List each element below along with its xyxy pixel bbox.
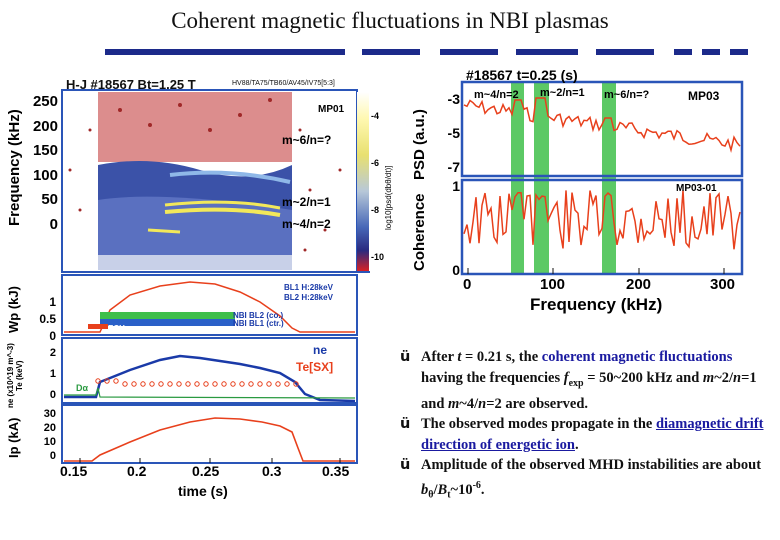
te-data-point	[158, 381, 164, 387]
bullet-1: ü After t = 0.21 s, the coherent magneti…	[400, 347, 772, 414]
checkmark-icon: ü	[400, 349, 411, 365]
te-data-point	[185, 381, 191, 387]
te-data-point	[257, 381, 263, 387]
te-data-point	[113, 378, 119, 384]
te-data-point	[104, 378, 110, 384]
checkmark-icon: ü	[400, 416, 411, 433]
coherence-yticks: 1 0	[452, 178, 460, 278]
ip-xticks: 0.15 0.2 0.25 0.3 0.35	[60, 463, 350, 479]
te-data-point	[167, 381, 173, 387]
te-data-point	[194, 381, 200, 387]
left-figure	[61, 89, 370, 464]
te-data-point	[122, 381, 128, 387]
nbi-bl2-label: NBI BL2 (co.)	[233, 311, 284, 320]
bullet-2: ü The observed modes propagate in the di…	[400, 414, 772, 455]
spectrogram-mode-label-4: m~4/n=2	[282, 217, 331, 231]
right-figure	[460, 80, 744, 276]
ne-te-ylabel: ne (x10^19 m^-3) Te (keV)	[6, 343, 24, 409]
psd-mode-label-2: m~2/n=1	[540, 87, 585, 99]
colorbar-label: log10[psd(dbθ/dt)]	[384, 165, 393, 231]
te-data-point	[275, 381, 281, 387]
te-data-point	[203, 381, 209, 387]
wp-ylabel: Wp (kJ)	[6, 286, 21, 334]
te-data-point	[212, 381, 218, 387]
spectrogram-header: H-J #18567 Bt=1.25 T	[66, 77, 196, 92]
ne-label: ne	[313, 343, 328, 357]
dalpha-label: Dα	[76, 383, 89, 393]
spectrogram-yticks: 250 200 150 100 50 0	[32, 93, 58, 233]
coherence-ylabel: Coherence	[411, 193, 428, 272]
spectrogram-mode-label-2: m~2/n=1	[282, 195, 331, 209]
psd-yticks: -3 -5 -7	[447, 91, 460, 175]
psd-probe: MP03	[688, 89, 720, 103]
te-data-point	[239, 381, 245, 387]
te-data-point	[230, 381, 236, 387]
ip-yticks: 30 20 10 0	[43, 408, 56, 462]
psd-mode-label-6: m~6/n=?	[604, 89, 650, 101]
te-data-point	[221, 381, 227, 387]
coherence-probe: MP03-01	[676, 183, 717, 194]
nbi-bl1-label: NBI BL1 (ctr.)	[233, 319, 284, 328]
psd-ylabel: PSD (a.u.)	[411, 109, 428, 181]
te-data-point	[284, 381, 290, 387]
coherence-xticks: 0 100 200 300	[463, 276, 736, 293]
te-data-point	[176, 381, 182, 387]
slide-title: Coherent magnetic fluctuations in NBI pl…	[171, 8, 609, 33]
spectrogram-channels: HV88/TA75/TB60/AV45/IV75[5:3]	[232, 80, 335, 87]
psd-mode-label-4: m~4/n=2	[474, 89, 519, 101]
colorbar-ticks: -4 -6 -8 -10	[371, 111, 385, 262]
te-data-point	[266, 381, 272, 387]
coherence-xlabel: Frequency (kHz)	[530, 295, 663, 314]
te-data-point	[293, 381, 299, 387]
ip-ylabel: Ip (kA)	[6, 417, 21, 459]
wp-yticks: 1 0.5 0	[39, 295, 56, 343]
coherent-fluctuations-highlight: coherent magnetic fluctuations	[541, 349, 733, 365]
ne-te-panel	[61, 337, 358, 404]
ip-panel	[61, 404, 358, 464]
ech-label: ECH	[108, 324, 125, 333]
psd-header: #18567 t=0.25 (s)	[466, 67, 578, 83]
wp-panel	[61, 274, 358, 336]
bullet-list: ü After t = 0.21 s, the coherent magneti…	[400, 347, 772, 506]
te-data-point	[248, 381, 254, 387]
te-data-point	[149, 381, 155, 387]
te-data-point	[131, 381, 137, 387]
drift-direction-highlight: diamagnetic drift direction of energetic…	[421, 416, 764, 453]
spectrogram-mode-label-6: m~6/n=?	[282, 133, 332, 147]
spectrogram-probe: MP01	[318, 104, 345, 115]
te-data-point	[140, 381, 146, 387]
te-data-point	[95, 378, 101, 384]
checkmark-icon: ü	[400, 457, 411, 474]
spectrogram-panel	[61, 89, 370, 273]
wp-legend: BL1 H:28keV BL2 H:28keV	[284, 283, 333, 302]
ip-xlabel: time (s)	[178, 483, 228, 499]
bullet-3: ü Amplitude of the observed MHD instabil…	[400, 455, 772, 506]
te-label: Te[SX]	[296, 360, 334, 374]
